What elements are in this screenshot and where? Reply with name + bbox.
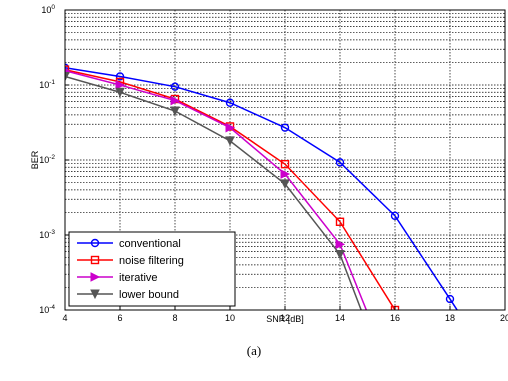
legend-label-conventional: conventional xyxy=(119,238,181,250)
legend-label-lower-bound: lower bound xyxy=(119,289,179,301)
x-tick-label: 6 xyxy=(117,313,122,323)
y-tick-label: 10-3 xyxy=(39,229,55,240)
x-tick-label: 14 xyxy=(335,313,345,323)
legend: conventional noise filtering iterative lowe… xyxy=(69,232,235,306)
y-axis-label: BER xyxy=(30,150,40,169)
legend-label-iterative: iterative xyxy=(119,272,158,284)
figure-caption: (a) xyxy=(247,343,261,358)
legend-label-noise-filtering: noise filtering xyxy=(119,255,184,267)
y-tick-label: 10-1 xyxy=(39,79,55,90)
x-tick-label: 4 xyxy=(62,313,67,323)
y-tick-label: 10-4 xyxy=(39,304,55,315)
x-tick-label: 20 xyxy=(500,313,508,323)
x-axis-label: SNR [dB] xyxy=(266,314,304,324)
y-tick-label: 100 xyxy=(41,4,55,15)
x-tick-label: 16 xyxy=(390,313,400,323)
x-tick-label: 10 xyxy=(225,313,235,323)
x-tick-label: 18 xyxy=(445,313,455,323)
y-tick-label: 10-2 xyxy=(39,154,55,165)
x-tick-label: 8 xyxy=(172,313,177,323)
